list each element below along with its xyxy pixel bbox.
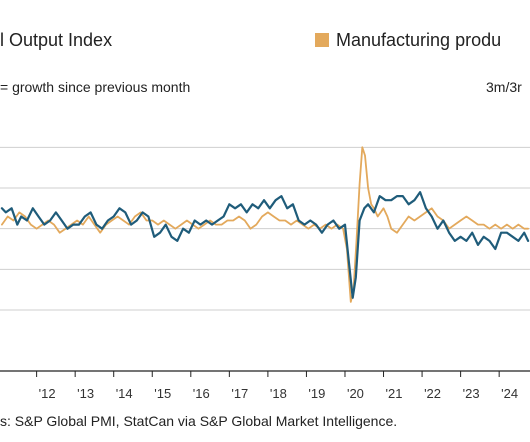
legend-item-manufacturing: Manufacturing produ: [315, 30, 501, 51]
x-tick-label-23: '23: [463, 386, 480, 401]
x-tick-label-17: '17: [231, 386, 248, 401]
x-tick-label-18: '18: [270, 386, 287, 401]
x-tick-label-16: '16: [193, 386, 210, 401]
series-line-manufacturing: [0, 146, 529, 303]
chart-legend: l Output Index Manufacturing produ: [0, 30, 530, 56]
x-tick-label-20: '20: [347, 386, 364, 401]
growth-note: = growth since previous month: [0, 79, 191, 95]
legend-item-output-index: l Output Index: [0, 30, 112, 51]
x-tick-label-12: '12: [39, 386, 56, 401]
x-tick-label-13: '13: [77, 386, 94, 401]
source-note: s: S&P Global PMI, StatCan via S&P Globa…: [0, 413, 398, 429]
x-tick-label-24: '24: [501, 386, 518, 401]
legend-label-manufacturing: Manufacturing produ: [336, 30, 502, 50]
x-tick-label-15: '15: [154, 386, 171, 401]
x-tick-label-14: '14: [116, 386, 133, 401]
legend-swatch-manufacturing: [315, 33, 329, 47]
x-tick-label-22: '22: [424, 386, 441, 401]
averaging-note: 3m/3r: [486, 79, 522, 95]
legend-label-output-index: l Output Index: [0, 30, 113, 50]
x-tick-label-21: '21: [386, 386, 403, 401]
series-line-output-index: [0, 191, 530, 299]
x-tick-label-19: '19: [308, 386, 325, 401]
